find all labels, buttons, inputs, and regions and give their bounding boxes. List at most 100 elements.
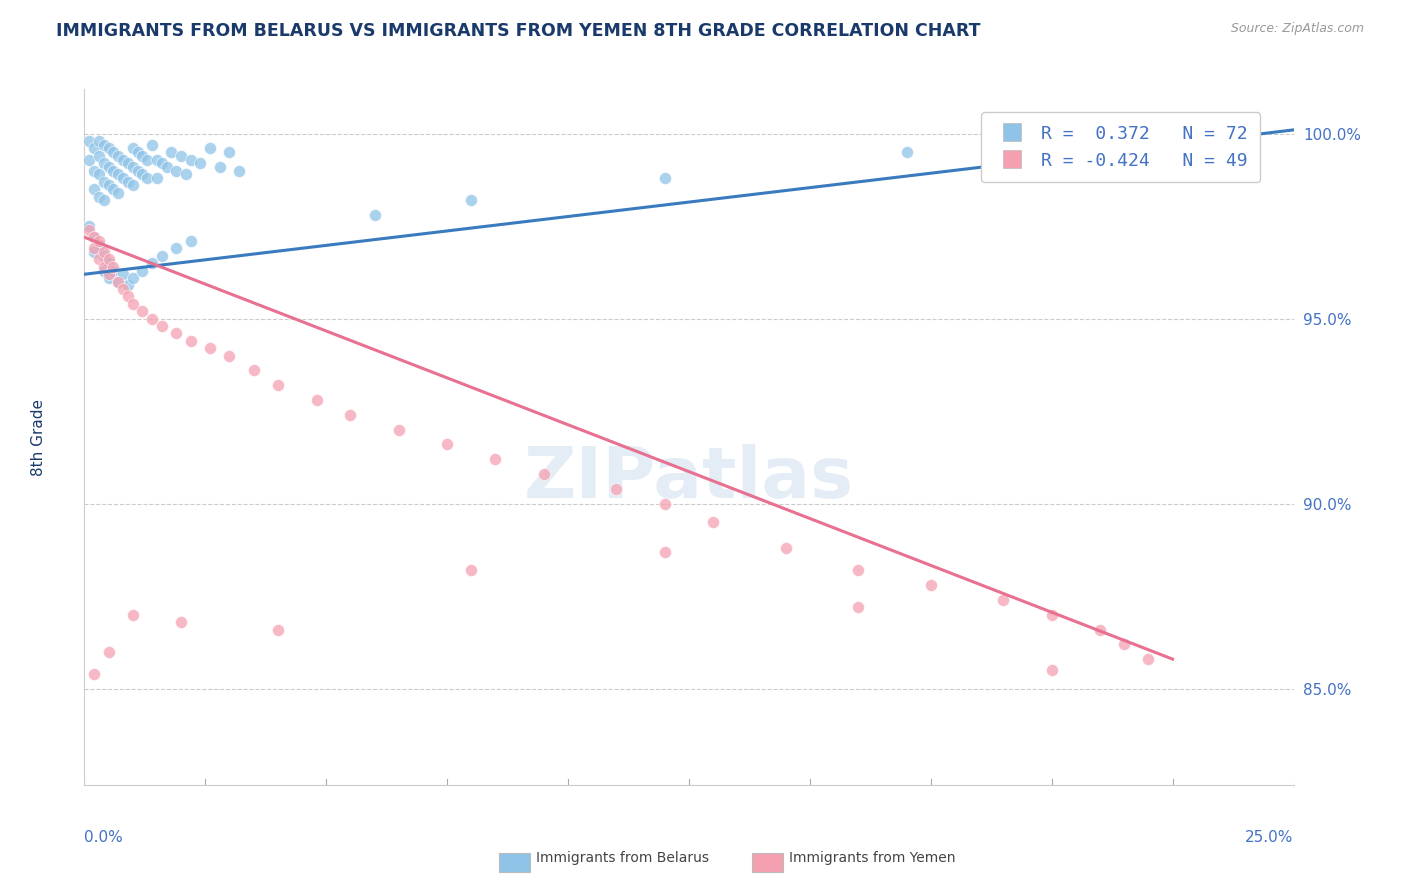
- Point: [83, 141, 105, 155]
- Point: [77, 153, 100, 167]
- Point: [484, 452, 506, 467]
- Point: [1040, 607, 1063, 622]
- Point: [363, 208, 385, 222]
- Point: [305, 393, 328, 408]
- Point: [107, 275, 129, 289]
- Point: [920, 578, 942, 592]
- Point: [170, 149, 193, 163]
- Point: [174, 167, 197, 181]
- Point: [121, 141, 143, 155]
- Point: [103, 182, 125, 196]
- Point: [218, 145, 240, 160]
- Text: 8th Grade: 8th Grade: [31, 399, 46, 475]
- Point: [83, 667, 105, 681]
- Point: [131, 167, 153, 181]
- Text: Immigrants from Belarus: Immigrants from Belarus: [536, 851, 709, 865]
- Point: [77, 134, 100, 148]
- Point: [993, 593, 1015, 607]
- Point: [97, 271, 120, 285]
- Point: [1088, 623, 1111, 637]
- Point: [533, 467, 555, 481]
- Point: [702, 515, 724, 529]
- Point: [155, 160, 177, 174]
- Point: [846, 563, 869, 577]
- Point: [180, 234, 202, 248]
- Point: [93, 193, 115, 207]
- Point: [117, 175, 139, 189]
- Point: [93, 175, 115, 189]
- Point: [121, 178, 143, 193]
- Point: [121, 297, 143, 311]
- Point: [97, 178, 120, 193]
- Point: [103, 163, 125, 178]
- Point: [97, 252, 120, 267]
- Text: IMMIGRANTS FROM BELARUS VS IMMIGRANTS FROM YEMEN 8TH GRADE CORRELATION CHART: IMMIGRANTS FROM BELARUS VS IMMIGRANTS FR…: [56, 22, 981, 40]
- Text: ZIPatlas: ZIPatlas: [524, 444, 853, 513]
- Point: [165, 326, 187, 341]
- Point: [388, 423, 411, 437]
- Text: 25.0%: 25.0%: [1246, 830, 1294, 846]
- Point: [107, 186, 129, 200]
- Point: [198, 141, 221, 155]
- Point: [97, 645, 120, 659]
- Point: [93, 263, 115, 277]
- Point: [117, 278, 139, 293]
- Point: [127, 145, 149, 160]
- Point: [97, 160, 120, 174]
- Point: [131, 149, 153, 163]
- Point: [93, 245, 115, 260]
- Point: [160, 145, 183, 160]
- Legend: R =  0.372   N = 72, R = -0.424   N = 49: R = 0.372 N = 72, R = -0.424 N = 49: [981, 112, 1260, 183]
- Point: [150, 156, 173, 170]
- Point: [97, 256, 120, 270]
- Point: [87, 134, 110, 148]
- Point: [77, 223, 100, 237]
- Point: [208, 160, 231, 174]
- Point: [103, 263, 125, 277]
- Point: [83, 241, 105, 255]
- Point: [190, 156, 212, 170]
- Point: [131, 304, 153, 318]
- Point: [146, 153, 169, 167]
- Point: [121, 160, 143, 174]
- Point: [93, 137, 115, 152]
- Point: [87, 189, 110, 203]
- Point: [654, 497, 676, 511]
- Point: [605, 482, 627, 496]
- Point: [93, 249, 115, 263]
- Point: [127, 163, 149, 178]
- Point: [180, 153, 202, 167]
- Point: [198, 341, 221, 355]
- Point: [97, 267, 120, 281]
- Point: [654, 171, 676, 186]
- Point: [150, 249, 173, 263]
- Point: [131, 263, 153, 277]
- Point: [436, 437, 458, 451]
- Point: [228, 163, 250, 178]
- Point: [103, 260, 125, 274]
- Point: [654, 545, 676, 559]
- Point: [170, 615, 193, 629]
- Point: [83, 245, 105, 260]
- Point: [83, 182, 105, 196]
- Point: [83, 230, 105, 244]
- Point: [218, 349, 240, 363]
- Point: [112, 267, 135, 281]
- Point: [87, 237, 110, 252]
- Point: [87, 149, 110, 163]
- Point: [117, 156, 139, 170]
- Text: Source: ZipAtlas.com: Source: ZipAtlas.com: [1230, 22, 1364, 36]
- Point: [846, 600, 869, 615]
- Point: [146, 171, 169, 186]
- Point: [460, 193, 482, 207]
- Point: [150, 319, 173, 334]
- Point: [103, 145, 125, 160]
- Point: [93, 156, 115, 170]
- Point: [896, 145, 918, 160]
- Text: 0.0%: 0.0%: [84, 830, 124, 846]
- Point: [112, 153, 135, 167]
- Point: [83, 163, 105, 178]
- Point: [83, 230, 105, 244]
- Point: [121, 607, 143, 622]
- Text: Immigrants from Yemen: Immigrants from Yemen: [789, 851, 955, 865]
